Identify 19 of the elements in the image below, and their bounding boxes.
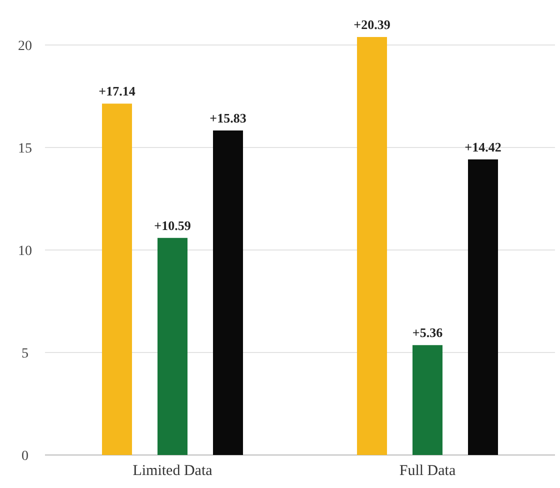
bar (213, 130, 243, 455)
data-label: +14.42 (464, 139, 502, 154)
bar (412, 345, 442, 455)
x-tick-label: Full Data (399, 463, 456, 479)
bar (357, 37, 387, 455)
y-tick-label: 20 (18, 38, 32, 54)
bar (158, 238, 188, 455)
y-tick-label: 0 (22, 448, 28, 464)
y-tick-label: 10 (18, 244, 32, 259)
bar (102, 104, 132, 455)
data-label: +5.36 (412, 325, 444, 340)
data-label: +17.14 (98, 84, 136, 99)
x-tick-label: Limited Data (132, 463, 213, 479)
y-tick-label: 5 (22, 346, 28, 362)
bar (468, 159, 498, 455)
y-tick-label: 15 (18, 141, 32, 156)
data-label: +10.59 (154, 218, 192, 233)
data-label: +20.39 (354, 17, 391, 32)
data-label: +15.83 (210, 110, 247, 126)
